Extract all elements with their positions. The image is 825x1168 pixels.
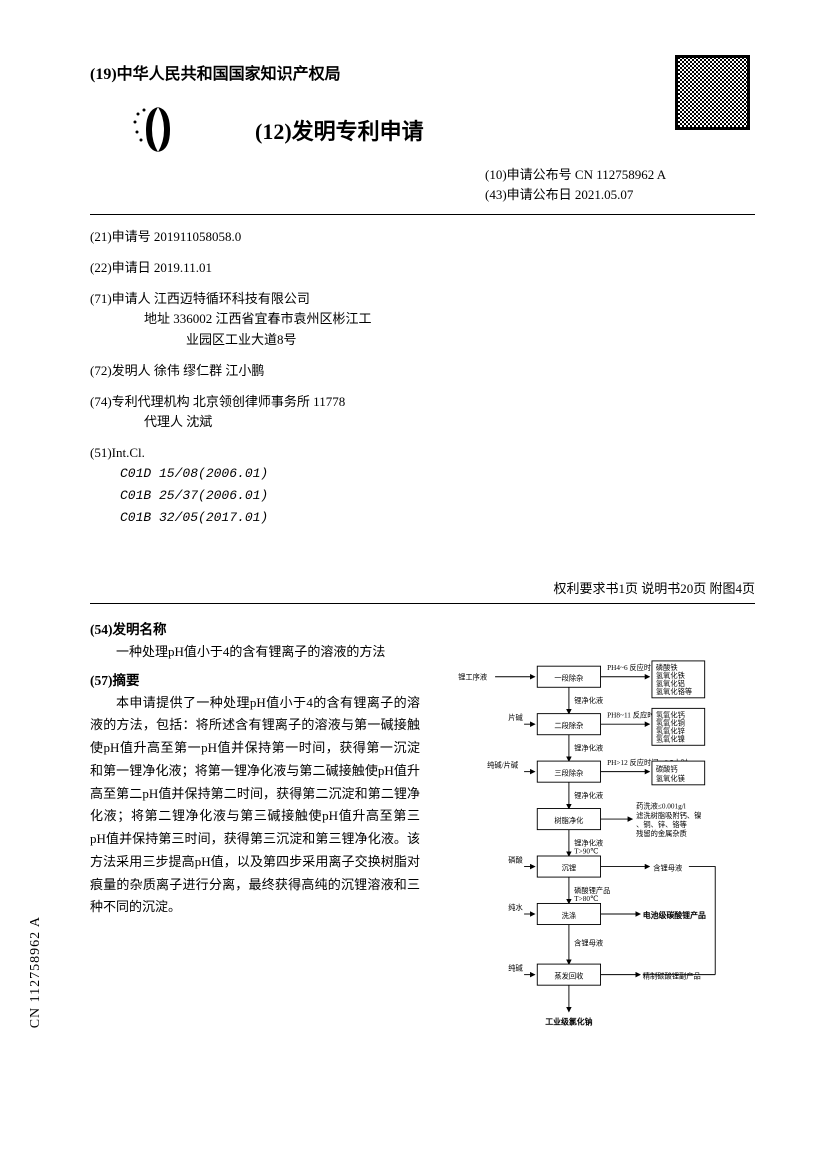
lower-section: (54)发明名称 一种处理pH值小于4的含有锂离子的溶液的方法 (57)摘要 本… [90,618,755,1092]
svg-text:含锂母液: 含锂母液 [653,863,682,872]
svg-text:洗涤: 洗涤 [562,911,577,920]
flowchart-figure: 锂工序液 一段除杂 PH4~6 反应时间 >0.5小时 磷酸铁 氢氧化铁 氢氧化… [445,653,735,1088]
svg-text:精制碳酸锂副产品: 精制碳酸锂副产品 [643,971,701,980]
svg-text:片碱: 片碱 [508,713,523,722]
flow-step-7: 纯碱 蒸发回收 精制碳酸锂副产品 [508,963,700,1011]
inventor-field: (72)发明人 徐伟 缪仁群 江小鹏 [90,361,755,381]
field-value: 江西迈特循环科技有限公司 [154,291,310,306]
svg-text:纯碱/片碱: 纯碱/片碱 [487,760,519,769]
svg-text:T>90℃: T>90℃ [574,847,598,855]
flow-input: 锂工序液 [458,672,487,681]
svg-text:氢氧化铜: 氢氧化铜 [656,718,685,727]
svg-text:蒸发回收: 蒸发回收 [554,971,583,980]
ipc-field: (51)Int.Cl. C01D 15/08(2006.01) C01B 25/… [90,443,755,529]
field-label: (51)Int.Cl. [90,445,145,460]
divider [90,603,755,604]
authority-line: (19)中华人民共和国国家知识产权局 [90,60,755,84]
svg-text:含锂母液: 含锂母液 [574,938,603,947]
agent-value: 沈斌 [186,414,212,429]
address-line1: 336002 江西省宜春市袁州区彬江工 [173,311,371,326]
ipc-code: C01B 25/37(2006.01) [120,485,755,507]
address-label: 地址 [144,311,170,326]
svg-text:锂净化液: 锂净化液 [574,696,603,705]
field-value: 北京领创律师事务所 11778 [193,394,345,409]
invention-title-text: 一种处理pH值小于4的含有锂离子的溶液的方法 [90,641,420,663]
svg-text:药洗液≤0.001g/l: 药洗液≤0.001g/l [636,801,686,810]
cnipa-logo-icon [130,102,190,157]
figure-column: 锂工序液 一段除杂 PH4~6 反应时间 >0.5小时 磷酸铁 氢氧化铁 氢氧化… [445,618,755,1092]
svg-text:氢氧化镍: 氢氧化镍 [656,734,685,743]
flow-final: 工业级氯化钠 [545,1016,592,1026]
svg-text:锂净化液: 锂净化液 [574,838,603,847]
svg-text:三段除杂: 三段除杂 [554,768,583,777]
address-line2: 业园区工业大道8号 [186,332,297,347]
svg-text:磷酸铁: 磷酸铁 [656,663,678,672]
flow-step-3: 纯碱/片碱 三段除杂 PH>12 反应时间 >0.5小时 碳酸钙 氢氧化镁 锂净… [487,758,705,809]
field-value: 201911058058.0 [154,229,241,244]
svg-text:T>80℃: T>80℃ [574,894,598,902]
side-document-number: CN 112758962 A [28,916,44,1028]
svg-text:二段除杂: 二段除杂 [554,721,583,730]
svg-text:锂净化液: 锂净化液 [574,791,603,800]
svg-text:树脂净化: 树脂净化 [554,816,583,825]
svg-text:纯水: 纯水 [508,903,523,912]
agent-label: 代理人 [144,414,183,429]
field-label: (72)发明人 [90,363,151,378]
invention-title-heading: (54)发明名称 [90,618,420,638]
svg-text:氢氧化铁: 氢氧化铁 [656,671,685,680]
divider [90,214,755,215]
ipc-list: C01D 15/08(2006.01) C01B 25/37(2006.01) … [90,463,755,529]
flow-step-4: 树脂净化 药洗液≤0.001g/l 滤洗树脂吸附钙、镍 、铜、锌、铬等 残留的金… [537,801,701,855]
pub-date-label: (43)申请公布日 [485,187,572,202]
application-date-field: (22)申请日 2019.11.01 [90,258,755,278]
svg-text:残留的金属杂质: 残留的金属杂质 [636,829,687,838]
agency-field: (74)专利代理机构 北京领创律师事务所 11778 代理人 沈斌 [90,392,755,432]
svg-text:电池级碳酸锂产品: 电池级碳酸锂产品 [643,910,706,920]
abstract-heading: (57)摘要 [90,669,420,689]
flow-step-2: 片碱 二段除杂 PH8~11 反应时间 >0.5小时 氢氧化钙 氢氧化铜 氢氧化… [508,708,704,761]
field-value: 徐伟 缪仁群 江小鹏 [154,363,265,378]
ipc-code: C01B 32/05(2017.01) [120,507,755,529]
pub-date-value: 2021.05.07 [575,187,634,202]
qr-code [675,55,750,130]
logo-row: (12)发明专利申请 [130,102,755,157]
applicant-field: (71)申请人 江西迈特循环科技有限公司 地址 336002 江西省宜春市袁州区… [90,289,755,349]
flow-step-1: 一段除杂 PH4~6 反应时间 >0.5小时 磷酸铁 氢氧化铁 氢氧化铝 氢氧化… [537,660,704,713]
field-value: 2019.11.01 [154,260,212,275]
field-label: (21)申请号 [90,229,151,244]
svg-text:一段除杂: 一段除杂 [554,673,583,682]
ipc-code: C01D 15/08(2006.01) [120,463,755,485]
svg-text:氢氧化铬等: 氢氧化铬等 [656,686,692,695]
document-type-title: (12)发明专利申请 [255,114,424,146]
field-label: (71)申请人 [90,291,151,306]
svg-text:纯碱: 纯碱 [508,963,523,972]
svg-text:氢氧化钙: 氢氧化钙 [656,710,685,719]
field-label: (22)申请日 [90,260,151,275]
svg-text:磷酸: 磷酸 [508,855,523,864]
svg-text:氢氧化锌: 氢氧化锌 [656,726,685,735]
svg-text:、铜、锌、铬等: 、铜、锌、铬等 [636,820,687,829]
pub-no-value: CN 112758962 A [575,167,666,182]
application-number-field: (21)申请号 201911058058.0 [90,227,755,247]
flow-step-6: 纯水 洗涤 T>80℃ 电池级碳酸锂产品 含锂母液 [508,894,706,963]
svg-text:碳酸钙: 碳酸钙 [656,764,678,773]
svg-text:锂净化液: 锂净化液 [574,743,603,752]
field-label: (74)专利代理机构 [90,394,190,409]
page-counts: 权利要求书1页 说明书20页 附图4页 [90,578,755,597]
svg-text:沉锂: 沉锂 [562,863,577,872]
text-column: (54)发明名称 一种处理pH值小于4的含有锂离子的溶液的方法 (57)摘要 本… [90,618,420,1092]
abstract-text: 本申请提供了一种处理pH值小于4的含有锂离子的溶液的方法，包括：将所述含有锂离子… [90,692,420,920]
svg-text:滤洗树脂吸附钙、镍: 滤洗树脂吸附钙、镍 [636,810,701,819]
svg-text:磷酸锂产品: 磷酸锂产品 [574,885,610,894]
svg-text:氢氧化镁: 氢氧化镁 [656,773,685,782]
svg-text:氢氧化铝: 氢氧化铝 [656,679,685,688]
publication-info: (10)申请公布号 CN 112758962 A (43)申请公布日 2021.… [485,165,755,204]
pub-no-label: (10)申请公布号 [485,167,572,182]
